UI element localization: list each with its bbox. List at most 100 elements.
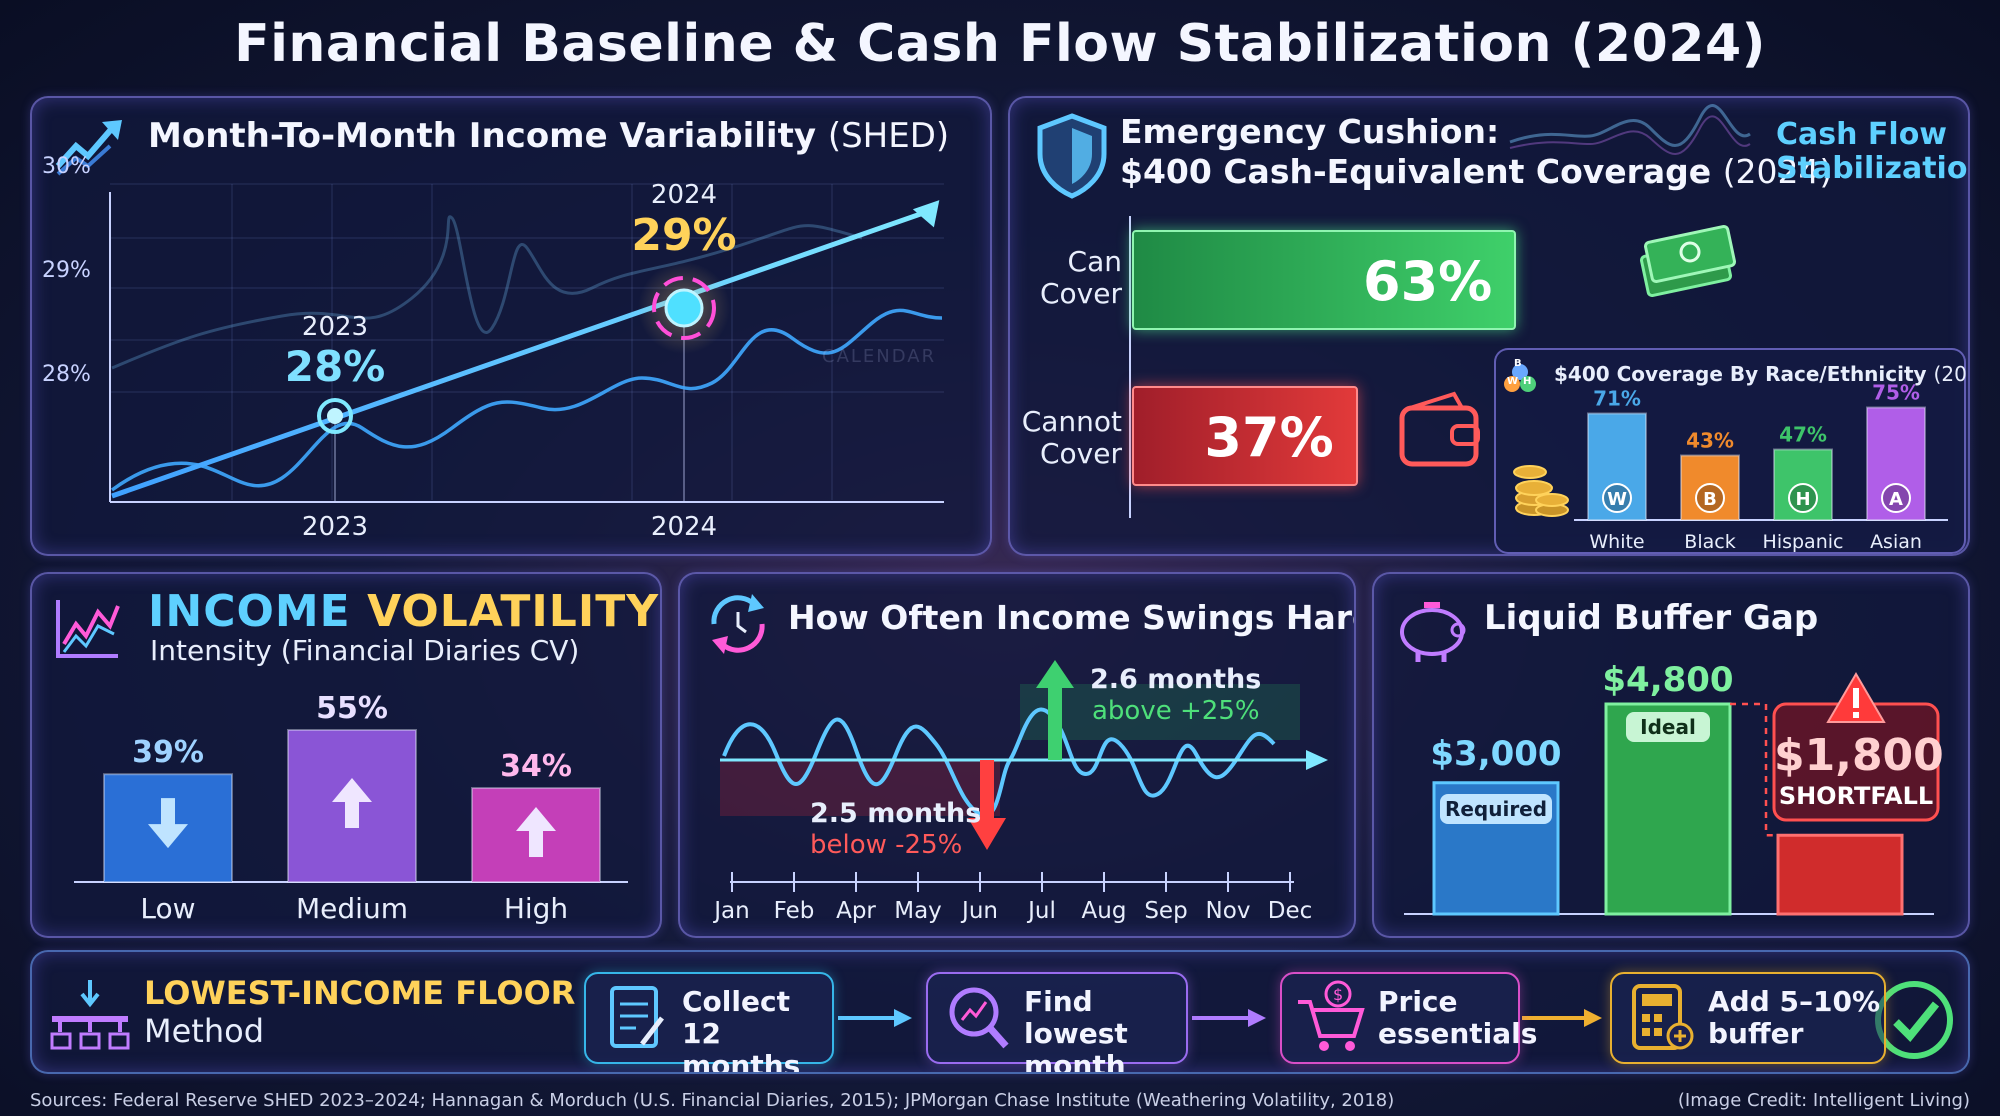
month-label-jan: Jan (714, 898, 750, 924)
volatility-subtitle: Intensity (Financial Diaries CV) (150, 634, 580, 667)
point-2024-year: 2024 (650, 180, 718, 210)
y-tick-30: 30% (42, 154, 91, 179)
lowest-income-floor-panel: LOWEST-INCOME FLOOR Method Collect 12 mon… (30, 950, 1970, 1074)
image-credit: (Image Credit: Intelligent Living) (1677, 1090, 1970, 1111)
step-add-buffer: Add 5–10% buffer (1610, 972, 1886, 1064)
step-add-buffer-text: Add 5–10% buffer (1708, 985, 1881, 1050)
hierarchy-icon (50, 980, 130, 1050)
can-cover-label: Can Cover (1040, 245, 1122, 310)
race-value-asian: 75% (1872, 381, 1920, 405)
step-price-essentials: $ Price essentials (1280, 972, 1537, 1064)
point-2023-value: 28% (284, 342, 386, 391)
up-arrow-icon (516, 807, 556, 832)
race-coverage-chart: W 71% White B 43% Black H 47% Hispanic A 75% Asian (1504, 364, 1948, 553)
document-icon (610, 986, 664, 1048)
race-name-black: Black (1684, 531, 1735, 553)
floor-title: LOWEST-INCOME FLOOR (144, 974, 576, 1012)
above-months-value: 2.6 months (1090, 664, 1262, 695)
month-label-jun: Jun (962, 898, 998, 924)
month-label-feb: Feb (773, 898, 815, 924)
step-find-lowest-text: Find lowest month (1024, 985, 1128, 1074)
month-label-aug: Aug (1081, 898, 1127, 924)
page-title: Financial Baseline & Cash Flow Stabiliza… (234, 14, 1766, 74)
emergency-cushion-panel: Emergency Cushion: $400 Cash-Equivalent … (1008, 96, 1970, 556)
volatility-chart-icon (56, 600, 120, 658)
race-coverage-subpanel: W 71% White B 43% Black H 47% Hispanic A 75% Asian … (1494, 348, 1968, 554)
floor-subtitle: Method (144, 1012, 265, 1050)
month-label-apr: Apr (836, 898, 876, 924)
income-swings-panel: How Often Income Swings Hard 2.6 months … (678, 572, 1356, 938)
below-threshold-text: below -25% (810, 830, 963, 860)
income-volatility-panel: 39% Low 55% Medium 34% High INCOME VOLATILITY… (30, 572, 662, 938)
wallet-icon (1399, 391, 1480, 467)
buffer-title: Liquid Buffer Gap (1484, 598, 1819, 638)
checkmark-icon (1875, 981, 1953, 1059)
cash-stack-icon (1640, 224, 1736, 298)
race-letter-asian: A (1889, 489, 1903, 510)
race-badge-black (1695, 483, 1725, 513)
warning-icon (1826, 672, 1886, 723)
ideal-label: Ideal (1626, 712, 1710, 742)
month-label-dec: Dec (1267, 898, 1313, 924)
x-tick-2023: 2023 (301, 512, 369, 542)
volatility-value-medium: 55% (316, 691, 388, 726)
shield-icon (1037, 113, 1107, 199)
calendar-watermark: CALENDAR (822, 346, 937, 367)
y-tick-29: 29% (42, 258, 91, 283)
below-months-value: 2.5 months (810, 798, 982, 829)
point-2023-year: 2023 (301, 312, 369, 342)
coins-icon (1513, 465, 1569, 517)
volatility-value-high: 34% (500, 749, 572, 784)
shortfall-bar (1776, 833, 1904, 916)
cart-icon: $ (1298, 980, 1365, 1051)
above-threshold-text: above +25% (1092, 696, 1260, 726)
calculator-icon (1632, 984, 1694, 1050)
shortfall-value: $1,800 (1774, 730, 1944, 781)
volatility-name-low: Low (140, 892, 195, 925)
race-letter-white: W (1607, 489, 1627, 510)
race-badge-letter-h: H (1523, 376, 1532, 387)
sources-footer: Sources: Federal Reserve SHED 2023–2024;… (30, 1090, 1395, 1111)
race-title: $400 Coverage By Race/Ethnicity (2024) (1554, 362, 1968, 386)
step-collect: Collect 12 months (584, 972, 834, 1072)
cash-flow-badge: Cash Flow Stabilization (1776, 117, 1970, 186)
race-value-hispanic: 47% (1779, 423, 1827, 447)
liquid-buffer-panel: Liquid Buffer Gap $3,000 Required $4,800… (1372, 572, 1970, 938)
piggy-bank-icon (1400, 602, 1466, 662)
race-badge-letter-w: W (1507, 376, 1519, 387)
race-badge-white (1602, 483, 1632, 513)
race-bar-asian (1866, 406, 1926, 521)
race-letter-black: B (1703, 489, 1717, 510)
volatility-value-low: 39% (132, 735, 204, 770)
trend-up-icon (55, 120, 122, 176)
month-label-jul: Jul (1028, 898, 1056, 924)
can-cover-bar: 63% (1132, 230, 1517, 330)
volatility-name-high: High (504, 892, 568, 925)
month-label-may: May (894, 898, 942, 924)
race-badge-letter-b: B (1514, 358, 1522, 369)
emergency-cushion-graphics (1037, 104, 1751, 518)
step-find-lowest: Find lowest month (926, 972, 1188, 1072)
required-value: $3,000 (1430, 734, 1562, 774)
step-price-essentials-text: Price essentials (1378, 985, 1538, 1050)
volatility-title: INCOME VOLATILITY (148, 586, 660, 637)
x-tick-2024: 2024 (650, 512, 718, 542)
down-arrow-icon (148, 824, 188, 849)
point-2024-value: 29% (631, 210, 737, 261)
race-name-hispanic: Hispanic (1763, 531, 1844, 553)
month-label-nov: Nov (1205, 898, 1251, 924)
step-collect-text: Collect 12 months (682, 985, 801, 1074)
race-value-white: 71% (1593, 387, 1641, 411)
cycle-arrows-icon (711, 594, 765, 654)
emergency-title-line2: $400 Cash-Equivalent Coverage (2024) (1120, 152, 1833, 191)
swings-title: How Often Income Swings Hard (788, 598, 1356, 637)
up-arrow-icon (332, 778, 372, 802)
y-tick-28: 28% (42, 362, 91, 387)
race-badge-asian (1881, 483, 1911, 513)
income-swings-chart (711, 594, 1328, 892)
race-badge-hispanic (1788, 483, 1818, 513)
race-bar-black (1680, 454, 1740, 521)
race-bar-white (1587, 412, 1647, 521)
ideal-value: $4,800 (1602, 660, 1734, 700)
volatility-name-medium: Medium (296, 892, 408, 925)
